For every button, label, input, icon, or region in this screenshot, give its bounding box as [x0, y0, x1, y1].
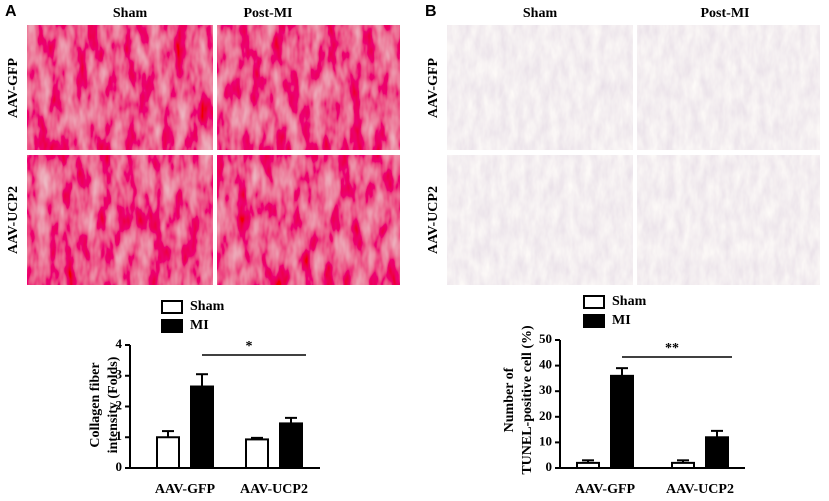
image	[637, 25, 820, 150]
legend-label: MI	[612, 313, 631, 328]
row-header: AAV-GFP	[426, 57, 441, 118]
y-tick-label: 4	[116, 336, 123, 351]
y-tick-label: 0	[116, 459, 123, 474]
bar	[156, 436, 180, 469]
image	[637, 155, 820, 285]
x-tick-label: AAV-UCP2	[240, 482, 308, 497]
image	[447, 25, 633, 150]
panel-label: B	[425, 3, 437, 20]
column-header: Post-MI	[701, 6, 750, 21]
y-tick-label: 3	[116, 367, 123, 382]
y-axis-label: Number of	[502, 367, 517, 432]
row-header: AAV-UCP2	[426, 186, 441, 254]
row-header: AAV-UCP2	[6, 186, 21, 254]
y-tick-label: 1	[116, 428, 123, 443]
y-axis-label: TUNEL-positive cell (%)	[520, 325, 535, 475]
bar	[610, 374, 634, 469]
image	[447, 155, 633, 285]
legend-swatch	[161, 300, 183, 314]
legend-label: MI	[190, 318, 209, 333]
x-tick-label: AAV-GFP	[155, 482, 216, 497]
bar	[671, 461, 695, 470]
y-tick-label: 0	[546, 459, 553, 474]
panel-label: A	[5, 3, 17, 20]
image	[217, 155, 400, 285]
image	[217, 25, 400, 150]
bar	[279, 422, 303, 470]
y-tick-label: 2	[116, 397, 123, 412]
bar	[576, 461, 600, 470]
row-header: AAV-GFP	[6, 57, 21, 118]
bar	[245, 438, 269, 469]
histology-images	[27, 25, 820, 285]
legend-label: Sham	[190, 299, 225, 314]
image	[27, 155, 213, 285]
significance-mark: *	[246, 339, 253, 354]
y-axis-label: Collagen fiber	[88, 362, 103, 447]
significance-mark: **	[665, 341, 679, 356]
image	[27, 25, 213, 150]
column-header: Sham	[113, 6, 148, 21]
legend-swatch	[161, 319, 183, 333]
y-tick-label: 10	[539, 433, 552, 448]
legend-label: Sham	[612, 294, 647, 309]
bar	[190, 385, 214, 470]
y-axis-label: intensity (Folds)	[106, 356, 121, 453]
bar	[705, 436, 729, 469]
column-header: Post-MI	[244, 6, 293, 21]
y-tick-label: 20	[539, 408, 552, 423]
legend-swatch	[583, 314, 605, 328]
y-tick-label: 30	[539, 382, 552, 397]
column-header: Sham	[523, 6, 558, 21]
y-tick-label: 50	[539, 331, 552, 346]
legend-swatch	[583, 295, 605, 309]
x-tick-label: AAV-UCP2	[666, 482, 734, 497]
y-tick-label: 40	[539, 357, 552, 372]
x-tick-label: AAV-GFP	[575, 482, 636, 497]
